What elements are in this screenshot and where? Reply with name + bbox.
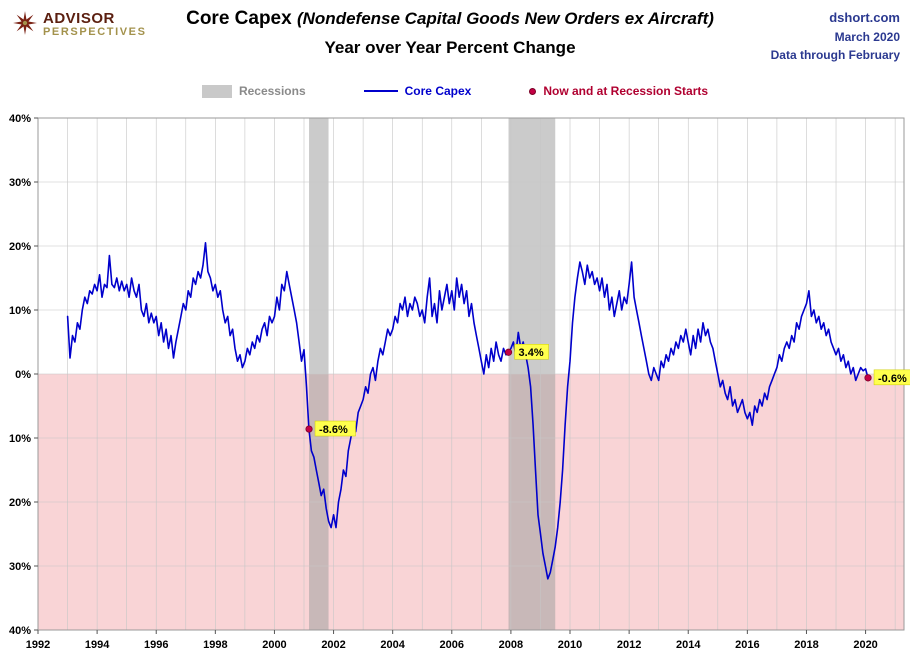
logo-advisor: ADVISOR: [43, 10, 115, 27]
svg-text:1992: 1992: [26, 639, 50, 651]
svg-text:2006: 2006: [440, 639, 464, 651]
logo-perspectives: PERSPECTIVES: [43, 25, 147, 38]
advisor-perspectives-logo: ADVISOR PERSPECTIVES: [12, 10, 147, 38]
legend-item-recessions: Recessions: [201, 84, 306, 98]
legend-item-core-capex: Core Capex: [363, 84, 472, 98]
svg-text:20%: 20%: [9, 497, 31, 509]
legend: Recessions Core Capex Now and at Recessi…: [0, 84, 910, 98]
source-date: March 2020: [834, 29, 900, 44]
svg-text:2014: 2014: [676, 639, 701, 651]
svg-text:-0.6%: -0.6%: [878, 373, 907, 385]
source-block: dshort.com March 2020 Data through Febru…: [771, 8, 900, 64]
logo-text: ADVISOR PERSPECTIVES: [43, 10, 147, 38]
legend-now-label: Now and at Recession Starts: [543, 84, 709, 98]
svg-text:1996: 1996: [144, 639, 168, 651]
core-capex-chart: 40%30%20%10%0%10%20%30%40%1992 1994 1996 19…: [9, 113, 910, 651]
x-axis-labels: 1992 1994 1996 1998 2000 2002 2004 2006 2008 2010…: [26, 630, 878, 651]
compass-star-icon: [13, 11, 37, 35]
svg-text:2010: 2010: [558, 639, 582, 651]
svg-text:2008: 2008: [499, 639, 523, 651]
legend-recessions-label: Recessions: [238, 84, 306, 98]
svg-text:2002: 2002: [321, 639, 345, 651]
svg-text:2012: 2012: [617, 639, 641, 651]
source-through: Data through February: [770, 47, 900, 62]
title-italic: (Nondefense Capital Goods New Orders ex …: [296, 9, 714, 28]
svg-text:40%: 40%: [9, 625, 31, 637]
svg-text:2020: 2020: [853, 639, 877, 651]
svg-text:2004: 2004: [380, 639, 405, 651]
recession-swatch-icon: [201, 84, 232, 98]
svg-text:2018: 2018: [794, 639, 818, 651]
line-swatch-icon: [363, 90, 398, 92]
svg-text:20%: 20%: [9, 241, 31, 253]
svg-text:3.4%: 3.4%: [519, 347, 544, 359]
svg-text:2016: 2016: [735, 639, 759, 651]
svg-text:30%: 30%: [9, 177, 31, 189]
svg-text:30%: 30%: [9, 561, 31, 573]
chart-titles: Core Capex (Nondefense Capital Goods New…: [130, 8, 770, 58]
gridlines: [37, 118, 904, 630]
svg-text:1998: 1998: [203, 639, 227, 651]
dot-swatch-icon: [529, 87, 537, 95]
chart-area: 40% 30% 20% 10% 0% 10% 20% 30% 40% 1992 1994 1996 19…: [0, 108, 910, 661]
core-capex-line: [66, 242, 869, 580]
header: ADVISOR PERSPECTIVES Core Capex (Nondefe…: [0, 0, 910, 80]
legend-item-now: Now and at Recession Starts: [529, 84, 708, 98]
source-site: dshort.com: [829, 10, 900, 25]
svg-text:1994: 1994: [85, 639, 110, 651]
annotations: -8.6% 3.4% -0.6%: [305, 343, 910, 437]
chart-title: Core Capex (Nondefense Capital Goods New…: [130, 8, 770, 30]
legend-core-capex-label: Core Capex: [404, 84, 472, 98]
svg-text:-8.6%: -8.6%: [319, 424, 348, 436]
svg-text:10%: 10%: [9, 433, 31, 445]
svg-text:10%: 10%: [9, 305, 31, 317]
chart-subtitle: Year over Year Percent Change: [324, 38, 576, 57]
title-main: Core Capex: [186, 8, 292, 29]
y-axis-labels: 40% 30% 20% 10% 0% 10% 20% 30% 40%: [9, 113, 38, 637]
svg-text:0%: 0%: [15, 369, 31, 381]
svg-text:2000: 2000: [262, 639, 286, 651]
svg-text:40%: 40%: [9, 113, 31, 125]
